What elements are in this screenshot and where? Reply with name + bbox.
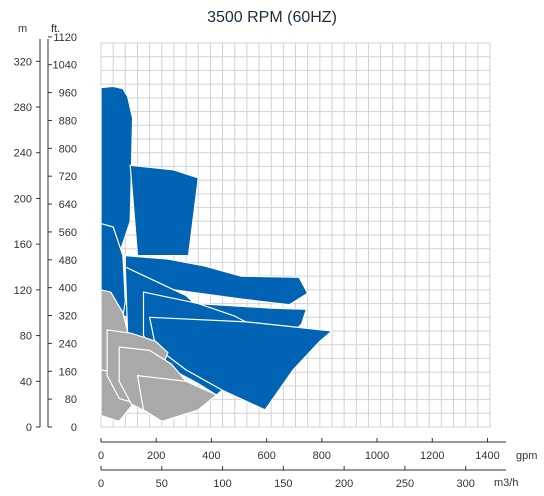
x-gpm-tick-label: 1400 — [475, 450, 499, 462]
y-secondary-tick-label: 0 — [71, 422, 77, 434]
y-secondary-tick-label: 720 — [59, 171, 77, 183]
y-secondary-tick-label: 320 — [59, 311, 77, 323]
x-m3h-tick-label: 100 — [213, 478, 231, 490]
y-secondary-tick-label: 80 — [65, 394, 77, 406]
y-primary-tick-label: 80 — [20, 331, 32, 343]
y-secondary-tick-label: 400 — [59, 283, 77, 295]
x-gpm-tick-label: 0 — [98, 450, 104, 462]
y-secondary-tick-label: 160 — [59, 366, 77, 378]
y-primary-unit-label: m — [18, 23, 27, 35]
axes: 0 40 80 120 160 200 240 280 320 0 80 160 240 320 400 48… — [14, 32, 506, 490]
coverage-region-blue — [129, 164, 199, 257]
y-secondary-tick-label: 960 — [59, 88, 77, 100]
y-secondary-tick-label: 1120 — [53, 32, 77, 44]
y-secondary-tick-label: 480 — [59, 255, 77, 267]
y-primary-tick-label: 240 — [14, 148, 32, 160]
x-gpm-tick-label: 200 — [147, 450, 165, 462]
x-m3h-tick-label: 200 — [335, 478, 353, 490]
coverage-region-blue — [149, 316, 333, 411]
y-secondary-tick-label: 1040 — [53, 60, 77, 72]
y-primary-tick-label: 200 — [14, 193, 32, 205]
x-gpm-unit-label: gpm — [516, 450, 537, 462]
x-m3h-tick-label: 50 — [156, 478, 168, 490]
x-gpm-tick-label: 400 — [202, 450, 220, 462]
y-secondary-unit-label: ft. — [51, 23, 60, 35]
x-m3h-tick-label: 150 — [274, 478, 292, 490]
x-m3h-tick-label: 0 — [98, 478, 104, 490]
y-primary-tick-label: 120 — [14, 285, 32, 297]
x-m3h-tick-label: 300 — [457, 478, 475, 490]
y-primary-tick-label: 0 — [26, 422, 32, 434]
y-secondary-tick-label: 640 — [59, 199, 77, 211]
x-gpm-tick-label: 1200 — [420, 450, 444, 462]
y-secondary-tick-label: 240 — [59, 338, 77, 350]
plot-regions — [100, 85, 333, 422]
x-m3h-tick-label: 250 — [396, 478, 414, 490]
y-secondary-tick-label: 880 — [59, 115, 77, 127]
x-m3h-unit-label: m3/h — [494, 477, 518, 489]
x-gpm-tick-label: 800 — [313, 450, 331, 462]
y-primary-tick-label: 280 — [14, 102, 32, 114]
chart-title: 3500 RPM (60HZ) — [207, 9, 337, 26]
y-primary-tick-label: 320 — [14, 56, 32, 68]
y-secondary-tick-label: 560 — [59, 227, 77, 239]
coverage-region-gray — [136, 375, 218, 422]
y-primary-tick-label: 40 — [20, 376, 32, 388]
x-gpm-tick-label: 1000 — [365, 450, 389, 462]
y-primary-tick-label: 160 — [14, 239, 32, 251]
x-gpm-tick-label: 600 — [257, 450, 275, 462]
y-secondary-tick-label: 800 — [59, 143, 77, 155]
